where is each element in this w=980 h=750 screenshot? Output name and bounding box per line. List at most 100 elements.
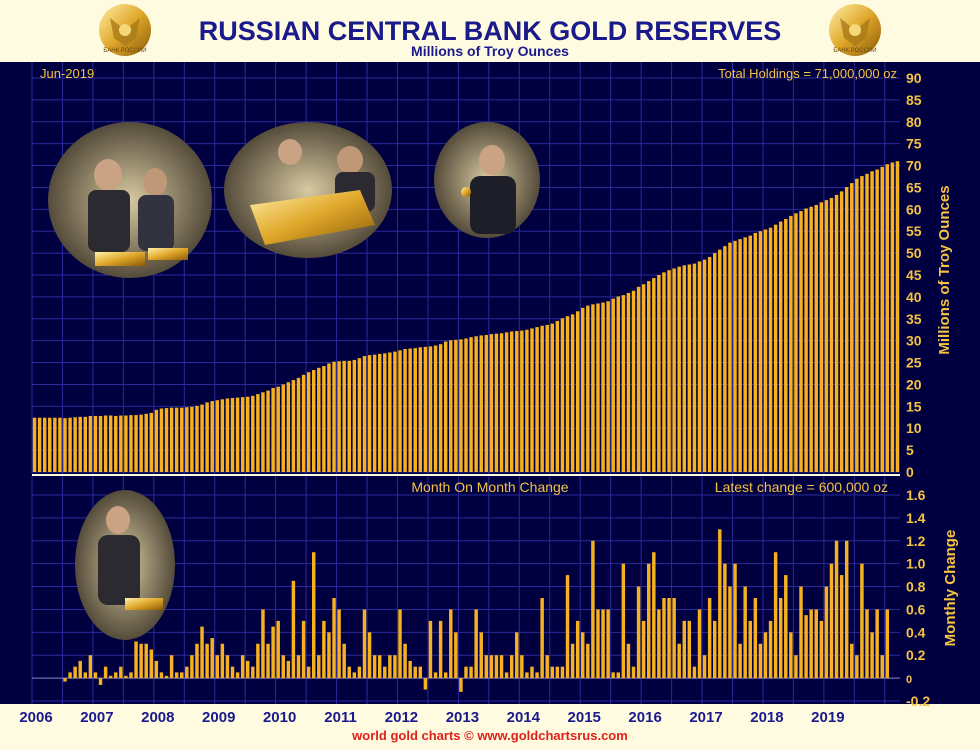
holdings-bar: [449, 340, 453, 472]
holdings-bar: [555, 320, 560, 472]
change-bar: [124, 675, 128, 679]
bottom-y-ticks: -0.2 0 0.2 0.4 0.6 0.8 1.0 1.2 1.4 1.6: [906, 487, 930, 709]
change-bar: [200, 626, 204, 679]
holdings-bar: [707, 257, 712, 472]
y-tick-label: 60: [906, 201, 922, 217]
holdings-bar: [641, 284, 646, 472]
right-axis-band: [900, 62, 980, 704]
x-tick-label: 2017: [689, 709, 722, 726]
change-bar: [377, 655, 382, 679]
change-bar: [601, 609, 605, 679]
holdings-bar: [306, 372, 311, 472]
holdings-bar: [383, 353, 387, 472]
change-bar: [134, 641, 138, 679]
change-bar: [271, 626, 275, 679]
holdings-bar: [885, 164, 890, 472]
change-bar: [225, 655, 230, 679]
holdings-bar: [667, 270, 671, 472]
holdings-bar: [631, 290, 636, 472]
change-bar: [474, 609, 478, 679]
change-bar: [246, 660, 250, 679]
change-bar: [261, 609, 265, 679]
change-bar: [718, 529, 722, 679]
holdings-bar: [763, 229, 768, 472]
change-bar: [535, 672, 539, 679]
change-bar: [114, 672, 118, 679]
holdings-bar: [261, 392, 265, 472]
latest-change-label: Latest change = 600,000 oz: [715, 479, 888, 495]
holdings-bar: [474, 336, 478, 472]
change-bar: [159, 672, 164, 679]
change-bar: [337, 609, 341, 679]
change-bar: [398, 609, 402, 679]
change-bar: [636, 586, 641, 679]
holdings-bar: [636, 286, 641, 472]
change-bar: [743, 586, 747, 679]
holdings-bar: [144, 413, 148, 472]
x-tick-label: 2011: [324, 709, 357, 726]
change-bar: [784, 575, 788, 679]
change-bar: [220, 643, 225, 679]
change-bar: [733, 563, 737, 679]
change-bar: [758, 643, 763, 679]
y-tick-label: 0: [906, 464, 914, 480]
holdings-bar: [103, 415, 108, 472]
holdings-bar: [692, 263, 697, 472]
change-bar: [119, 666, 123, 679]
holdings-bar: [433, 345, 438, 472]
holdings-bar: [200, 404, 204, 472]
holdings-bar: [515, 331, 519, 472]
change-bar: [469, 666, 473, 679]
holdings-bar: [301, 374, 306, 472]
holdings-bar: [149, 412, 154, 472]
photo-gold-bar-closeup: [224, 122, 392, 258]
change-bar: [388, 655, 392, 679]
change-bar: [301, 620, 306, 679]
change-bar: [509, 655, 514, 679]
holdings-bar: [652, 278, 656, 472]
change-bar: [712, 620, 717, 679]
holdings-bar: [530, 328, 534, 472]
change-bar: [844, 540, 849, 679]
holdings-bar: [119, 415, 123, 472]
holdings-bar: [114, 415, 118, 472]
change-bar: [88, 655, 93, 679]
holdings-bar: [63, 418, 67, 472]
holdings-bar: [484, 334, 489, 472]
holdings-bar: [606, 301, 610, 472]
y-tick-label: 0.2: [906, 647, 926, 663]
holdings-bar: [337, 361, 341, 472]
holdings-bar: [68, 417, 72, 472]
holdings-bar: [443, 341, 448, 472]
holdings-bar: [575, 311, 580, 472]
change-bar: [814, 609, 818, 679]
holdings-bar: [332, 361, 336, 472]
change-bar: [596, 609, 600, 679]
holdings-bar: [814, 204, 818, 472]
bank-emblem-right: БАНК РОССИИ: [829, 4, 881, 56]
y-tick-label: 10: [906, 420, 922, 436]
y-tick-label: 70: [906, 158, 922, 174]
change-bar: [692, 666, 697, 679]
change-bar: [702, 655, 707, 679]
holdings-bar: [723, 246, 727, 472]
change-bar: [789, 632, 793, 679]
y-tick-label: 80: [906, 114, 922, 130]
change-bar: [575, 620, 580, 679]
change-bar: [616, 672, 621, 679]
holdings-bar: [174, 407, 179, 472]
change-bar: [383, 666, 387, 679]
change-bar: [484, 655, 489, 679]
holdings-bar: [799, 211, 803, 472]
holdings-bar: [403, 348, 407, 472]
holdings-bar: [251, 395, 255, 472]
holdings-bar: [834, 194, 839, 473]
holdings-bar: [844, 187, 849, 473]
y-tick-label: 90: [906, 70, 922, 86]
holdings-bar: [560, 318, 565, 472]
holdings-bar: [581, 307, 585, 472]
change-bar: [647, 563, 651, 679]
holdings-bar: [794, 213, 798, 473]
change-bar: [164, 675, 169, 679]
y-tick-label: 1.4: [906, 510, 926, 526]
